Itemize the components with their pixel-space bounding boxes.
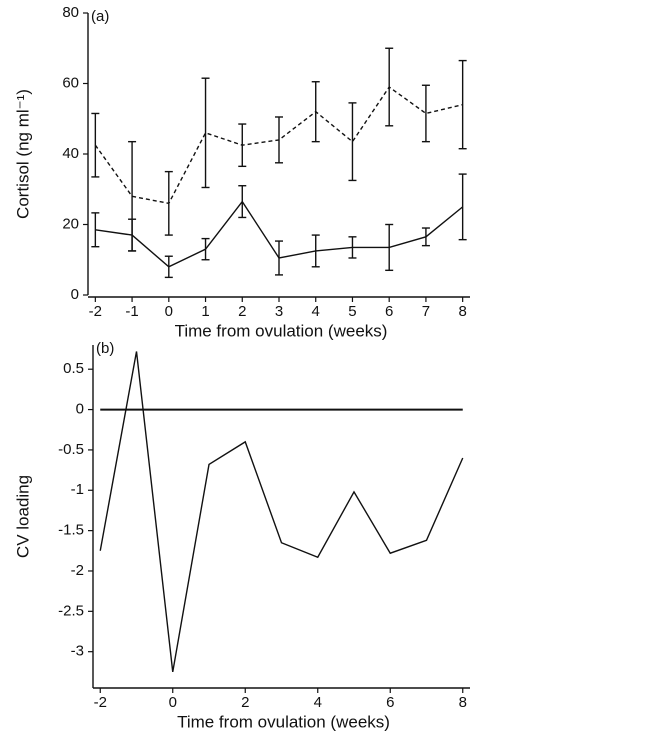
error-bar [311,81,320,143]
y-tick-label: 0 [71,286,79,303]
x-tick-label: 4 [312,303,320,320]
error-bar [91,212,100,248]
x-axis-label: Time from ovulation (weeks) [175,321,388,340]
y-tick-label: 0 [76,401,84,418]
error-bar [238,185,247,219]
error-bar [238,123,247,168]
x-tick-label: 3 [275,303,283,320]
x-axis-label: Time from ovulation (weeks) [177,712,390,731]
y-tick-label: 0.5 [63,360,84,377]
y-tick-label: -0.5 [58,441,84,458]
x-tick-label: 7 [422,303,430,320]
y-tick-label: -1 [71,481,84,498]
panel-annotation: (b) [96,340,114,357]
y-tick-label: -2 [71,562,84,579]
y-tick-label: -1.5 [58,522,84,539]
x-tick-label: 8 [458,303,466,320]
error-bar [348,102,357,182]
error-bar [348,236,357,259]
error-bar [385,223,394,272]
x-tick-label: 4 [314,694,322,711]
error-bar [91,112,100,178]
y-axis-label: CV loading [13,475,32,558]
x-tick-label: 0 [169,694,177,711]
x-tick-label: -1 [125,303,138,320]
error-bar [421,84,430,143]
series-line [99,351,464,672]
x-tick-label: 2 [241,694,249,711]
error-bar [164,170,173,236]
error-bar [458,59,467,150]
y-tick-label: 20 [62,215,79,232]
error-bar [128,218,137,252]
error-bar [421,227,430,247]
error-bar [164,255,173,279]
x-tick-label: 0 [165,303,173,320]
x-tick-label: 2 [238,303,246,320]
error-bar [311,234,320,268]
panel-annotation: (a) [91,8,109,25]
y-tick-label: -3 [71,643,84,660]
x-tick-label: -2 [94,694,107,711]
error-bar [275,116,283,164]
x-tick-label: 5 [348,303,356,320]
x-tick-label: 1 [201,303,209,320]
x-tick-label: 8 [459,694,467,711]
y-tick-label: 60 [62,74,79,91]
y-axis-label: Cortisol (ng ml⁻¹) [13,89,32,219]
x-tick-label: -2 [89,303,102,320]
error-bar [201,237,210,261]
error-bar [201,77,210,189]
error-bar [458,173,467,241]
y-tick-label: 40 [62,145,79,162]
error-bar [275,240,283,276]
y-tick-label: -2.5 [58,602,84,619]
error-bar [385,47,394,127]
y-tick-label: 80 [62,4,79,21]
x-tick-label: 6 [385,303,393,320]
x-tick-label: 6 [386,694,394,711]
